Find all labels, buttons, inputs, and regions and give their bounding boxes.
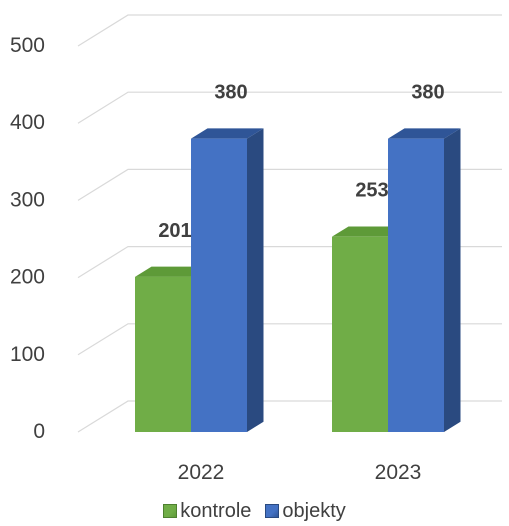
- data-label: 201: [158, 220, 191, 242]
- legend: kontrole objekty: [0, 496, 509, 526]
- x-tick-label: 2023: [375, 461, 422, 484]
- y-tick-label: 100: [10, 343, 45, 366]
- bar: [135, 276, 191, 432]
- bar-top: [135, 266, 208, 277]
- y-tick-label: 400: [10, 111, 45, 134]
- legend-label: objekty: [282, 499, 346, 522]
- bar-top: [388, 128, 461, 139]
- bar-top: [191, 128, 264, 139]
- chart-svg: 0 100 200 300 400 500 201 253 380 380 2022 2023: [10, 14, 502, 484]
- data-label: 380: [411, 82, 444, 104]
- data-label: 253: [355, 180, 388, 202]
- y-tick-label: 200: [10, 266, 45, 289]
- bar: [191, 138, 247, 432]
- gridline: [77, 14, 502, 47]
- y-tick-label: 0: [33, 420, 45, 443]
- bar-side: [444, 128, 461, 432]
- gridline: [77, 168, 502, 201]
- legend-swatch: [163, 504, 178, 518]
- y-tick-label: 300: [10, 188, 45, 211]
- x-tick-label: 2022: [178, 461, 225, 484]
- legend-item: kontrole: [163, 500, 251, 523]
- bar: [388, 138, 444, 432]
- bar-top: [332, 226, 405, 237]
- legend-swatch: [265, 504, 280, 518]
- legend-item: objekty: [265, 499, 346, 523]
- gridline: [77, 91, 502, 124]
- legend-label: kontrole: [180, 499, 252, 522]
- bar-side: [247, 128, 264, 432]
- data-label: 380: [214, 82, 247, 104]
- y-tick-label: 500: [10, 34, 45, 57]
- bar: [332, 236, 388, 432]
